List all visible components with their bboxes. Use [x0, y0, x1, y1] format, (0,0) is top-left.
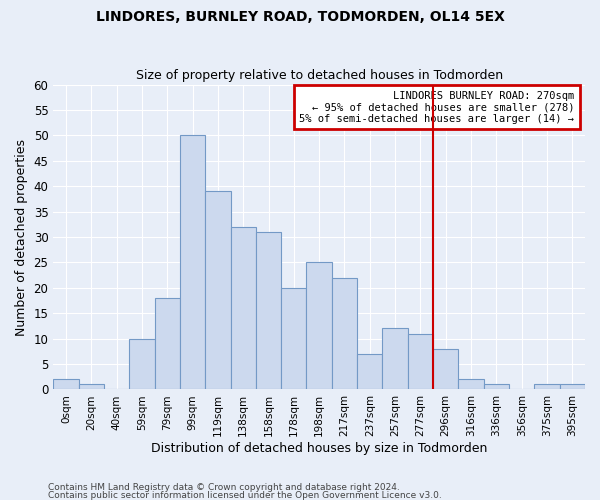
Bar: [281, 288, 307, 390]
Bar: [129, 338, 155, 390]
Bar: [535, 384, 560, 390]
Bar: [79, 384, 104, 390]
Bar: [357, 354, 382, 390]
Bar: [560, 384, 585, 390]
Text: LINDORES BURNLEY ROAD: 270sqm
← 95% of detached houses are smaller (278)
5% of s: LINDORES BURNLEY ROAD: 270sqm ← 95% of d…: [299, 90, 574, 124]
Text: Contains public sector information licensed under the Open Government Licence v3: Contains public sector information licen…: [48, 490, 442, 500]
Text: LINDORES, BURNLEY ROAD, TODMORDEN, OL14 5EX: LINDORES, BURNLEY ROAD, TODMORDEN, OL14 …: [95, 10, 505, 24]
Text: Contains HM Land Registry data © Crown copyright and database right 2024.: Contains HM Land Registry data © Crown c…: [48, 484, 400, 492]
Bar: [433, 349, 458, 390]
Title: Size of property relative to detached houses in Todmorden: Size of property relative to detached ho…: [136, 69, 503, 82]
Bar: [307, 262, 332, 390]
Bar: [155, 298, 180, 390]
Bar: [230, 227, 256, 390]
Bar: [458, 380, 484, 390]
Bar: [332, 278, 357, 390]
Bar: [484, 384, 509, 390]
X-axis label: Distribution of detached houses by size in Todmorden: Distribution of detached houses by size …: [151, 442, 487, 455]
Y-axis label: Number of detached properties: Number of detached properties: [15, 138, 28, 336]
Bar: [180, 136, 205, 390]
Bar: [53, 380, 79, 390]
Bar: [256, 232, 281, 390]
Bar: [205, 192, 230, 390]
Bar: [382, 328, 408, 390]
Bar: [408, 334, 433, 390]
